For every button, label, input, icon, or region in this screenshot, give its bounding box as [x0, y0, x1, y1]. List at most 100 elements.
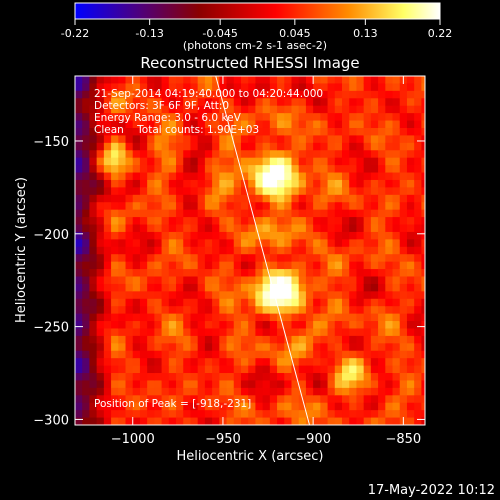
heatmap-cell	[96, 217, 105, 226]
heatmap-cell	[399, 165, 408, 174]
heatmap-cell	[269, 306, 278, 315]
heatmap-cell	[334, 90, 343, 99]
heatmap-cell	[406, 165, 415, 174]
heatmap-cell	[233, 239, 242, 248]
heatmap-cell	[421, 328, 425, 337]
heatmap-cell	[313, 313, 321, 322]
heatmap-cell	[147, 224, 155, 233]
heatmap-cell	[414, 350, 422, 359]
heatmap-cell	[269, 120, 278, 129]
heatmap-cell	[139, 291, 148, 300]
heatmap-cell	[370, 313, 379, 322]
heatmap-cell	[320, 98, 329, 107]
heatmap-cell	[392, 76, 401, 85]
heatmap-cell	[385, 402, 394, 411]
heatmap-cell	[183, 298, 192, 307]
heatmap-cell	[118, 276, 127, 285]
heatmap-cell	[392, 239, 401, 248]
heatmap-cell	[154, 217, 163, 226]
heatmap-cell	[356, 83, 365, 92]
heatmap-cell	[349, 157, 358, 166]
heatmap-cell	[363, 261, 372, 270]
heatmap-cell	[118, 187, 127, 196]
heatmap-cell	[204, 157, 213, 166]
heatmap-cell	[313, 172, 321, 181]
heatmap-cell	[139, 172, 148, 181]
heatmap-cell	[320, 135, 329, 144]
heatmap-cell	[233, 313, 242, 322]
heatmap-cell	[248, 335, 257, 344]
heatmap-cell	[204, 269, 213, 278]
heatmap-cell	[298, 343, 307, 352]
heatmap-cell	[96, 328, 105, 337]
heatmap-cell	[349, 142, 358, 151]
heatmap-cell	[262, 76, 271, 85]
heatmap-cell	[233, 358, 242, 367]
heatmap-cell	[421, 410, 425, 419]
heatmap-cell	[204, 231, 213, 240]
heatmap-cell	[183, 395, 192, 404]
heatmap-cell	[349, 120, 358, 129]
heatmap-cell	[291, 165, 300, 174]
heatmap-cell	[190, 410, 199, 419]
heatmap-cell	[342, 402, 350, 411]
heatmap-cell	[363, 298, 372, 307]
heatmap-cell	[154, 410, 163, 419]
heatmap-cell	[125, 335, 134, 344]
heatmap-cell	[342, 135, 350, 144]
heatmap-cell	[219, 410, 228, 419]
heatmap-cell	[327, 350, 336, 359]
heatmap-cell	[399, 261, 408, 270]
heatmap-cell	[262, 410, 271, 419]
heatmap-cell	[125, 380, 134, 389]
heatmap-cell	[233, 246, 242, 255]
heatmap-cell	[75, 410, 83, 419]
heatmap-cell	[190, 387, 199, 396]
heatmap-cell	[82, 150, 91, 159]
heatmap-cell	[183, 417, 192, 425]
heatmap-cell	[378, 395, 386, 404]
heatmap-cell	[349, 373, 358, 382]
heatmap-cell	[356, 217, 365, 226]
heatmap-cell	[269, 254, 278, 263]
heatmap-cell	[154, 254, 163, 263]
heatmap-cell	[176, 194, 184, 203]
heatmap-cell	[233, 417, 242, 425]
heatmap-cell	[370, 187, 379, 196]
heatmap-cell	[414, 269, 422, 278]
heatmap-cell	[82, 358, 91, 367]
heatmap-cell	[161, 261, 170, 270]
heatmap-cell	[421, 239, 425, 248]
heatmap-cell	[399, 291, 408, 300]
heatmap-cell	[82, 172, 91, 181]
heatmap-cell	[118, 105, 127, 114]
heatmap-cell	[399, 343, 408, 352]
heatmap-cell	[370, 105, 379, 114]
heatmap-cell	[370, 127, 379, 137]
heatmap-cell	[248, 291, 257, 300]
heatmap-cell	[118, 328, 127, 337]
heatmap-cell	[190, 373, 199, 382]
heatmap-cell	[305, 350, 314, 359]
heatmap-cell	[183, 113, 192, 122]
heatmap-cell	[197, 410, 206, 419]
heatmap-cell	[363, 291, 372, 300]
heatmap-cell	[96, 373, 105, 382]
heatmap-cell	[334, 246, 343, 255]
heatmap-cell	[190, 306, 199, 315]
heatmap-cell	[342, 254, 350, 263]
heatmap-cell	[421, 306, 425, 315]
heatmap-cell	[399, 410, 408, 419]
heatmap-cell	[349, 194, 358, 203]
heatmap-cell	[226, 217, 235, 226]
heatmap-cell	[176, 98, 184, 107]
heatmap-cell	[363, 98, 372, 107]
heatmap-cell	[305, 231, 314, 240]
heatmap-cell	[291, 254, 300, 263]
heatmap-cell	[255, 261, 264, 270]
heatmap-cell	[139, 350, 148, 359]
heatmap-cell	[284, 127, 293, 137]
heatmap-cell	[226, 90, 235, 99]
heatmap-cell	[132, 246, 141, 255]
heatmap-cell	[406, 202, 415, 211]
